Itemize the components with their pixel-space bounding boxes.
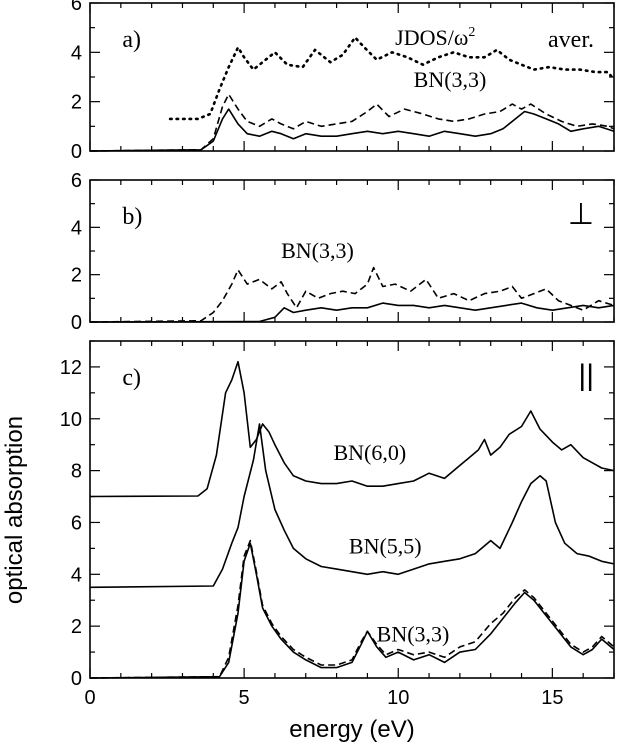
panel-a-ytick-label: 6 — [71, 0, 82, 15]
panel-b-ytick-label: 0 — [71, 312, 82, 334]
panel-a-annotation: BN(3,3) — [414, 67, 487, 92]
panel-b-label: b) — [122, 204, 142, 230]
panel-a-ytick-label: 2 — [71, 92, 82, 114]
annotation-text: BN(3,3) — [414, 67, 487, 92]
annotation-text: BN(3,3) — [281, 238, 354, 263]
panel-b-ytick-label: 6 — [71, 170, 82, 192]
panel-c-series-solid-line — [89, 360, 615, 498]
panel-c-annotation: BN(3,3) — [377, 622, 450, 647]
x-tick-label: 15 — [541, 687, 563, 709]
panel-c-label: c) — [122, 365, 141, 391]
panel-a-label: a) — [122, 27, 141, 53]
panel-a-frame — [89, 2, 615, 152]
panel-b-series-solid-line — [89, 302, 615, 323]
annotation-text: BN(6,0) — [334, 440, 407, 465]
panel-b-corner-mark: ⊥ — [568, 198, 594, 231]
panel-a-annotation: JDOS/ω2 — [395, 25, 475, 50]
panel-a-corner-mark: aver. — [548, 27, 594, 53]
panel-a-series-dashed-line — [89, 93, 615, 152]
panel-c-series-solid-line — [89, 542, 615, 679]
panel-c-series-dashed-line — [89, 539, 615, 679]
panel-b-ytick-label: 4 — [71, 217, 82, 239]
panel-c-ytick-label: 4 — [71, 564, 82, 586]
panel-c-annotation: BN(6,0) — [334, 440, 407, 465]
panel-b-annotation: BN(3,3) — [281, 238, 354, 263]
panel-c-corner-mark: || — [578, 359, 594, 392]
annotation-text: BN(5,5) — [349, 534, 422, 559]
annotation-superscript: 2 — [468, 25, 475, 40]
panel-a-series-solid-line — [89, 108, 615, 152]
panel-c-frame — [89, 340, 615, 679]
panel-c-series-solid-line — [89, 423, 615, 589]
panel-a-ytick-label: 0 — [71, 141, 82, 163]
annotation-text: JDOS/ω — [395, 25, 468, 50]
x-tick-label: 5 — [239, 687, 250, 709]
x-tick-label: 0 — [84, 687, 95, 709]
annotation-text: BN(3,3) — [377, 622, 450, 647]
panel-a-ytick-label: 4 — [71, 42, 82, 64]
x-axis-title: energy (eV) — [289, 716, 414, 743]
panel-b-series-dashed-line — [89, 266, 615, 323]
x-tick-label: 10 — [387, 687, 409, 709]
panel-b-ytick-label: 2 — [71, 265, 82, 287]
panel-c-annotation: BN(5,5) — [349, 534, 422, 559]
panel-c-ytick-label: 2 — [71, 616, 82, 638]
panel-c-ytick-label: 8 — [71, 461, 82, 483]
panel-c-ytick-label: 12 — [60, 357, 82, 379]
panel-c-ytick-label: 10 — [60, 409, 82, 431]
panel-c-ytick-label: 6 — [71, 512, 82, 534]
y-axis-title: optical absorption — [1, 416, 28, 604]
panel-c-ytick-label: 0 — [71, 668, 82, 690]
